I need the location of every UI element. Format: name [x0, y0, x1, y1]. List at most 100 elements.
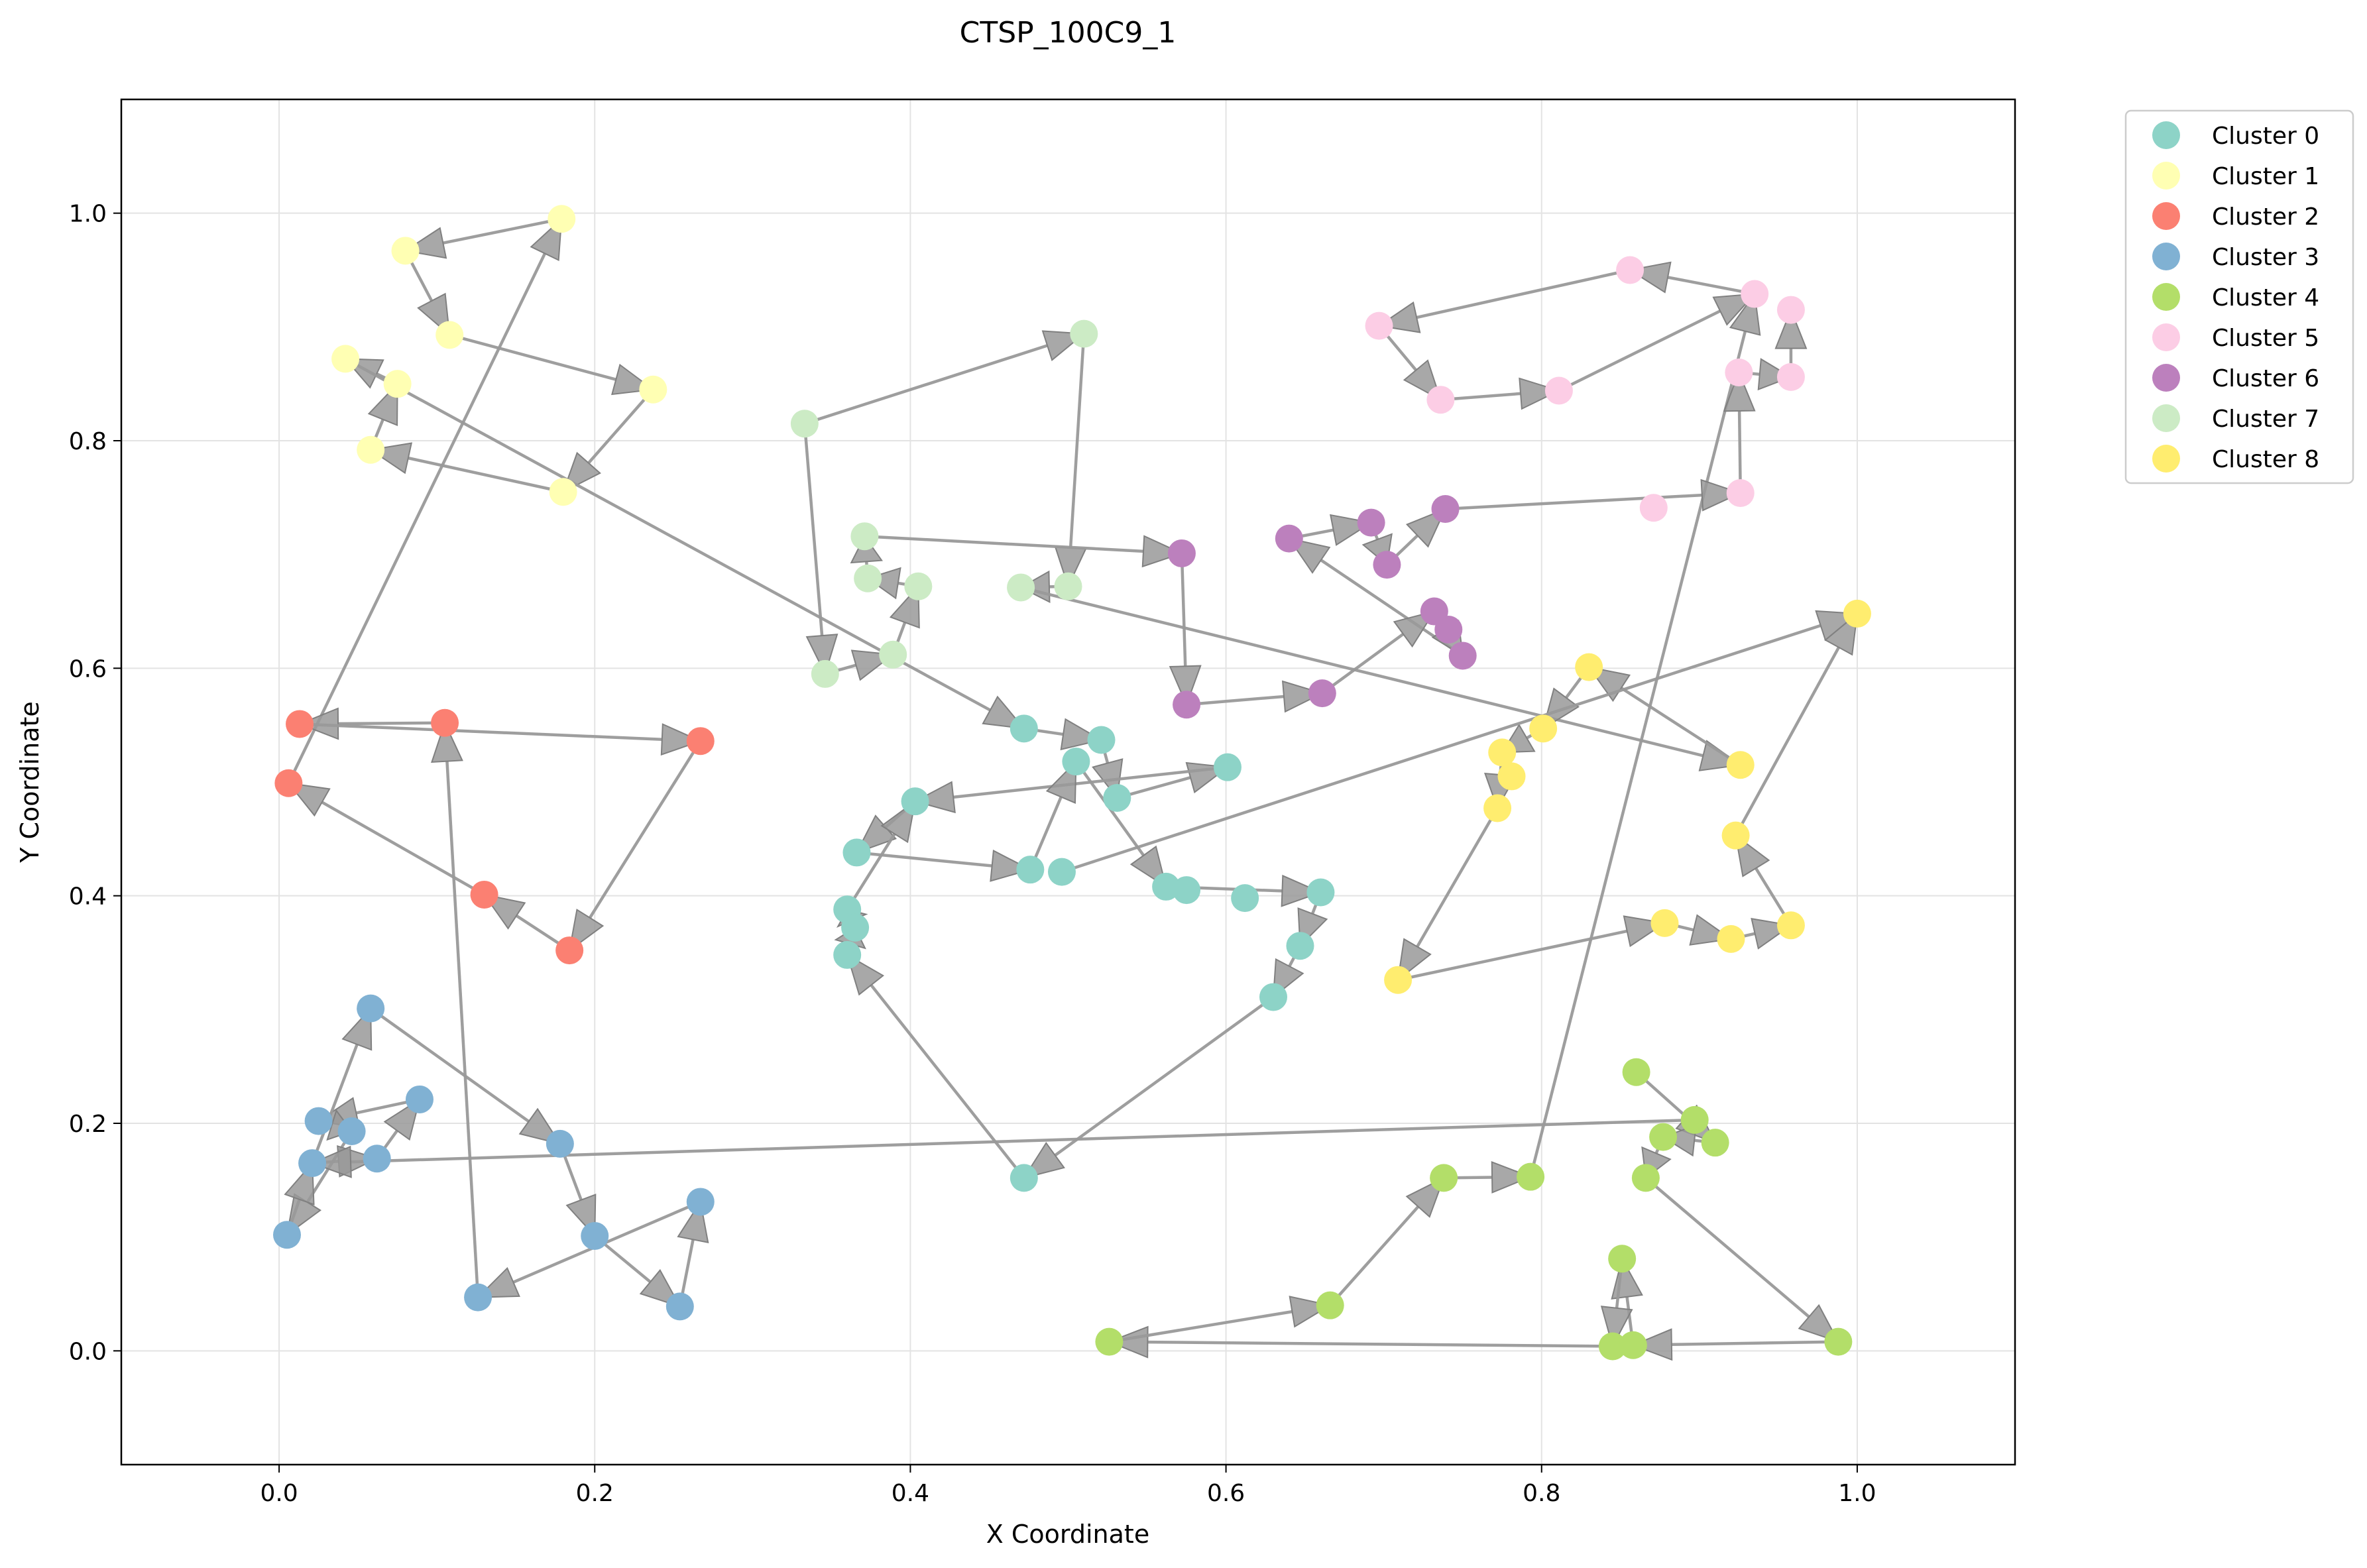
data-point [1843, 599, 1871, 628]
x-tick-label: 0.4 [892, 1480, 929, 1507]
data-point [1608, 1245, 1637, 1273]
x-axis-label: X Coordinate [986, 1520, 1149, 1549]
data-point [1095, 1327, 1124, 1356]
y-axis-ticks: 0.0 0.2 0.4 0.6 0.8 1.0 [69, 201, 121, 1365]
legend-marker [2152, 202, 2180, 230]
data-point [1680, 1105, 1709, 1134]
y-tick-label: 0.4 [69, 883, 107, 911]
data-point [1575, 653, 1603, 681]
data-point [1598, 1332, 1627, 1361]
series-cluster-7 [790, 319, 1098, 688]
data-point [383, 370, 412, 398]
data-point [1173, 876, 1201, 905]
legend-item: Cluster 5 [2152, 323, 2319, 352]
data-point [1016, 856, 1045, 884]
data-point [1384, 966, 1413, 994]
legend-marker [2152, 162, 2180, 190]
data-point [1007, 573, 1035, 602]
x-tick-label: 1.0 [1838, 1480, 1876, 1507]
data-point [1426, 386, 1455, 414]
legend-label: Cluster 6 [2212, 365, 2319, 392]
data-point [1167, 539, 1196, 567]
data-point [879, 640, 907, 669]
data-point [1721, 821, 1750, 850]
data-point [1365, 311, 1393, 340]
data-point [1286, 932, 1314, 960]
data-point [1776, 363, 1805, 391]
data-point [1047, 858, 1076, 886]
legend-item: Cluster 2 [2152, 202, 2319, 231]
data-point [1622, 1058, 1650, 1086]
legend-box [2124, 109, 2354, 484]
y-tick-label: 0.0 [69, 1338, 107, 1365]
legend-label: Cluster 4 [2212, 284, 2319, 311]
data-point [405, 1085, 433, 1113]
data-point [1010, 714, 1038, 743]
data-point [1701, 1129, 1729, 1157]
legend-label: Cluster 8 [2212, 446, 2319, 473]
data-point [1717, 924, 1745, 953]
data-point [1488, 738, 1517, 767]
data-point [1259, 983, 1288, 1011]
data-point [1357, 508, 1385, 537]
legend-label: Cluster 5 [2212, 325, 2319, 352]
data-point [1231, 884, 1259, 913]
data-point [1650, 909, 1679, 937]
route-arrow [856, 850, 1033, 882]
legend-item: Cluster 1 [2152, 162, 2319, 190]
data-point [1483, 794, 1512, 822]
y-tick-label: 0.6 [69, 655, 107, 683]
data-point [790, 410, 819, 438]
data-point [304, 1107, 333, 1135]
data-points [272, 205, 1871, 1361]
route-arrow [310, 1118, 1695, 1178]
legend-marker [2152, 364, 2180, 392]
data-point [1373, 551, 1401, 579]
series-cluster-4 [1095, 1058, 1853, 1361]
data-point [1639, 494, 1668, 522]
data-point [431, 708, 459, 737]
data-point [904, 572, 933, 600]
series-cluster-2 [274, 708, 715, 965]
data-point [1173, 691, 1201, 719]
data-point [1448, 642, 1477, 670]
route-arrow [1631, 1328, 1839, 1361]
data-point [1824, 1327, 1853, 1356]
data-point [331, 345, 360, 373]
legend-marker [2152, 404, 2180, 432]
series-cluster-0 [833, 714, 1335, 1192]
legend: Cluster 0 Cluster 1 Cluster 2 Cluster 3 Clus… [2124, 109, 2354, 484]
data-point [842, 838, 871, 867]
data-point [548, 205, 576, 233]
data-point [833, 940, 862, 969]
data-point [1529, 714, 1558, 743]
data-point [1741, 280, 1769, 308]
legend-item: Cluster 4 [2152, 283, 2319, 311]
data-point [841, 913, 870, 942]
data-point [1616, 256, 1645, 284]
data-point [1631, 1164, 1660, 1192]
grid [121, 99, 2015, 1465]
data-point [549, 478, 577, 506]
data-point [1725, 359, 1753, 386]
data-point [1619, 1331, 1647, 1359]
series-cluster-1 [331, 205, 667, 506]
y-tick-label: 1.0 [69, 201, 107, 228]
data-point [470, 880, 498, 909]
series-cluster-5 [1365, 256, 1805, 522]
legend-marker [2152, 243, 2180, 270]
data-point [1054, 572, 1082, 600]
data-point [854, 564, 882, 592]
data-point [1275, 524, 1303, 553]
data-point [357, 994, 385, 1023]
data-point [274, 769, 303, 797]
data-point [1726, 478, 1755, 507]
data-point [464, 1283, 492, 1312]
data-point [337, 1117, 366, 1146]
data-point [1517, 1162, 1545, 1191]
data-point [1497, 762, 1526, 791]
data-point [901, 787, 929, 816]
series-cluster-3 [272, 994, 715, 1321]
data-point [1776, 296, 1805, 324]
